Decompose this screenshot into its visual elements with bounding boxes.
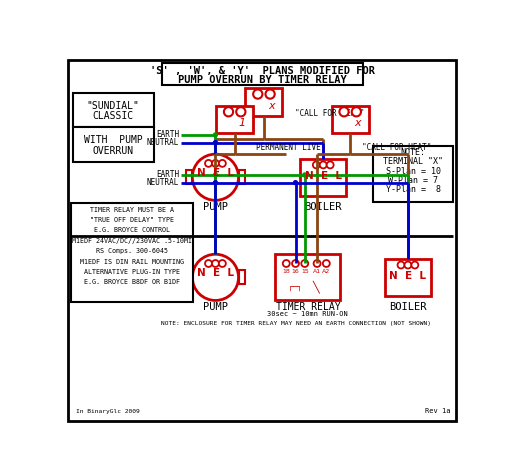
Text: TERMINAL "X": TERMINAL "X" bbox=[383, 158, 443, 166]
Text: BOILER: BOILER bbox=[389, 302, 426, 312]
Text: N  E  L: N E L bbox=[305, 171, 342, 181]
Text: TIMER RELAY: TIMER RELAY bbox=[275, 302, 340, 312]
Text: N  E  L: N E L bbox=[197, 268, 234, 278]
Text: ╲: ╲ bbox=[312, 280, 319, 293]
Circle shape bbox=[193, 254, 239, 300]
Bar bbox=[73, 92, 154, 127]
Text: E.G. BROYCE B8DF OR B1DF: E.G. BROYCE B8DF OR B1DF bbox=[84, 279, 180, 285]
Bar bbox=[73, 127, 154, 162]
Circle shape bbox=[205, 160, 212, 167]
Text: RS Comps. 300-6045: RS Comps. 300-6045 bbox=[96, 248, 168, 254]
Text: EARTH: EARTH bbox=[156, 170, 179, 179]
Circle shape bbox=[212, 260, 219, 267]
Text: x: x bbox=[268, 100, 275, 110]
Bar bbox=[239, 270, 245, 284]
Bar bbox=[239, 170, 245, 184]
Text: NOTE:: NOTE: bbox=[401, 148, 426, 157]
Circle shape bbox=[292, 260, 299, 267]
Bar bbox=[332, 106, 369, 133]
Text: N  E  L: N E L bbox=[197, 169, 234, 178]
Circle shape bbox=[404, 261, 412, 268]
Circle shape bbox=[412, 261, 418, 268]
Circle shape bbox=[219, 160, 226, 167]
Bar bbox=[72, 203, 193, 302]
Text: "CALL FOR HEAT": "CALL FOR HEAT" bbox=[361, 143, 431, 152]
Text: E.G. BROYCE CONTROL: E.G. BROYCE CONTROL bbox=[94, 228, 170, 233]
Circle shape bbox=[339, 107, 349, 117]
Text: 30sec ~ 10mn RUN-ON: 30sec ~ 10mn RUN-ON bbox=[267, 310, 348, 317]
Text: "CALL FOR HEAT": "CALL FOR HEAT" bbox=[295, 109, 364, 118]
Circle shape bbox=[314, 260, 321, 267]
Circle shape bbox=[212, 160, 219, 167]
Text: 'S' , 'W', & 'Y'  PLANS MODIFIED FOR: 'S' , 'W', & 'Y' PLANS MODIFIED FOR bbox=[150, 66, 375, 76]
Bar bbox=[186, 270, 193, 284]
Text: 1: 1 bbox=[239, 119, 246, 129]
Circle shape bbox=[313, 161, 320, 169]
Bar bbox=[245, 88, 283, 116]
Text: "TRUE OFF DELAY" TYPE: "TRUE OFF DELAY" TYPE bbox=[90, 217, 174, 223]
Text: ALTERNATIVE PLUG-IN TYPE: ALTERNATIVE PLUG-IN TYPE bbox=[84, 269, 180, 275]
Circle shape bbox=[193, 154, 239, 200]
Text: EARTH: EARTH bbox=[156, 130, 179, 139]
Circle shape bbox=[219, 260, 226, 267]
Circle shape bbox=[236, 107, 245, 117]
Circle shape bbox=[253, 89, 262, 99]
Text: Rev 1a: Rev 1a bbox=[425, 408, 450, 415]
Text: PUMP: PUMP bbox=[203, 201, 228, 211]
Text: 16: 16 bbox=[292, 268, 300, 274]
Text: WITH  PUMP: WITH PUMP bbox=[83, 135, 142, 145]
Circle shape bbox=[327, 161, 334, 169]
Text: "SUNDIAL": "SUNDIAL" bbox=[87, 100, 139, 110]
Text: Y-Plan =  8: Y-Plan = 8 bbox=[386, 185, 441, 194]
Bar bbox=[373, 147, 453, 202]
Circle shape bbox=[214, 133, 218, 137]
Text: W-Plan = 7: W-Plan = 7 bbox=[388, 176, 438, 185]
Bar bbox=[216, 106, 253, 133]
Circle shape bbox=[352, 107, 361, 117]
Text: NEUTRAL: NEUTRAL bbox=[147, 178, 179, 187]
Text: CLASSIC: CLASSIC bbox=[93, 111, 134, 121]
Text: M1EDF 24VAC/DC//230VAC .5-10MI: M1EDF 24VAC/DC//230VAC .5-10MI bbox=[72, 238, 193, 244]
Text: PUMP OVERRUN BY TIMER RELAY: PUMP OVERRUN BY TIMER RELAY bbox=[178, 75, 347, 85]
Text: OVERRUN: OVERRUN bbox=[93, 146, 134, 156]
Circle shape bbox=[214, 173, 218, 177]
Circle shape bbox=[293, 181, 297, 185]
Text: A1: A1 bbox=[313, 268, 321, 274]
Text: PERMANENT LIVE: PERMANENT LIVE bbox=[256, 143, 321, 152]
Text: N  E  L: N E L bbox=[390, 271, 426, 281]
Circle shape bbox=[320, 161, 327, 169]
Text: TIMER RELAY MUST BE A: TIMER RELAY MUST BE A bbox=[90, 207, 174, 213]
Text: ┌─┐: ┌─┐ bbox=[288, 282, 303, 291]
Bar bbox=[275, 254, 340, 300]
Circle shape bbox=[205, 260, 212, 267]
Text: x: x bbox=[355, 119, 361, 129]
Bar bbox=[161, 63, 364, 85]
Text: NEUTRAL: NEUTRAL bbox=[147, 138, 179, 147]
Circle shape bbox=[301, 260, 308, 267]
Circle shape bbox=[323, 260, 330, 267]
Text: A2: A2 bbox=[322, 268, 330, 274]
Text: NOTE: ENCLOSURE FOR TIMER RELAY MAY NEED AN EARTH CONNECTION (NOT SHOWN): NOTE: ENCLOSURE FOR TIMER RELAY MAY NEED… bbox=[161, 321, 431, 326]
Text: 18: 18 bbox=[283, 268, 290, 274]
Text: PUMP: PUMP bbox=[203, 302, 228, 312]
Bar bbox=[300, 159, 346, 196]
Text: BOILER: BOILER bbox=[305, 201, 342, 211]
Circle shape bbox=[283, 260, 290, 267]
Bar bbox=[385, 259, 431, 296]
Circle shape bbox=[266, 89, 275, 99]
Text: M1EDF IS DIN RAIL MOUNTING: M1EDF IS DIN RAIL MOUNTING bbox=[80, 258, 184, 265]
Bar bbox=[186, 170, 193, 184]
Circle shape bbox=[224, 107, 233, 117]
Circle shape bbox=[214, 181, 218, 185]
Circle shape bbox=[214, 141, 218, 145]
Text: 15: 15 bbox=[301, 268, 309, 274]
Circle shape bbox=[397, 261, 404, 268]
Text: S-Plan = 10: S-Plan = 10 bbox=[386, 167, 441, 176]
Circle shape bbox=[303, 173, 307, 177]
Text: In BinaryGlc 2009: In BinaryGlc 2009 bbox=[76, 409, 140, 415]
